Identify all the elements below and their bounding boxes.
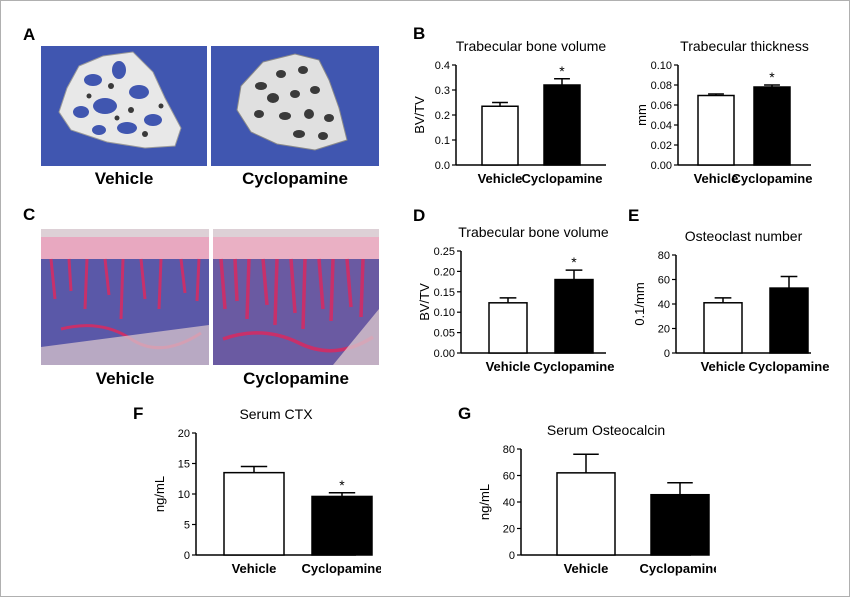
x-tick-label: Vehicle (701, 359, 746, 374)
panel-letter: F (133, 404, 143, 423)
y-axis-label: ng/mL (477, 484, 492, 520)
histology-vehicle-image (41, 229, 209, 365)
y-tick-label: 80 (503, 444, 515, 456)
y-axis-label: BV/TV (417, 283, 432, 321)
x-tick-label: Cyclopamine (749, 359, 830, 374)
chart-title: Trabecular thickness (680, 38, 809, 54)
bar-vehicle (481, 105, 519, 166)
bar-vehicle (697, 94, 735, 166)
y-axis-label: BV/TV (412, 96, 427, 134)
bar-vehicle (556, 472, 616, 556)
y-tick-label: 0.04 (651, 120, 672, 132)
caption-a-cyclopamine: Cyclopamine (242, 169, 348, 188)
y-tick-label: 0.10 (434, 307, 455, 319)
y-tick-label: 15 (178, 459, 190, 471)
y-tick-label: 0 (664, 348, 670, 360)
y-tick-label: 0 (184, 550, 190, 562)
y-tick-label: 0.2 (435, 110, 450, 122)
bar-cyclopamine (650, 493, 710, 556)
y-tick-label: 0.25 (434, 246, 455, 258)
significance-marker: * (571, 254, 577, 270)
y-tick-label: 0.0 (435, 160, 450, 172)
y-tick-label: 80 (658, 250, 670, 262)
bar-vehicle (223, 471, 285, 556)
x-tick-label: Vehicle (232, 561, 277, 576)
trabecular-bone-render (236, 53, 348, 151)
significance-marker: * (559, 63, 565, 79)
y-tick-label: 0.4 (435, 60, 450, 72)
chart-g-serum-osteocalcin: G Serum Osteocalcin ng/mL 0 20 40 60 80 Vehicle C… (458, 404, 716, 576)
growth-plate-band (213, 237, 379, 259)
significance-marker: * (339, 477, 345, 493)
x-tick-label: Cyclopamine (640, 561, 716, 576)
y-tick-label: 40 (658, 299, 670, 311)
y-tick-label: 0.00 (651, 160, 672, 172)
y-tick-label: 0.00 (434, 348, 455, 360)
y-tick-label: 0.05 (434, 328, 455, 340)
x-tick-label: Cyclopamine (534, 359, 615, 374)
panel-letter-a: A (23, 25, 36, 44)
micro-ct-cyclopamine-image (211, 46, 379, 166)
bar-cyclopamine (753, 86, 791, 166)
caption-c-cyclopamine: Cyclopamine (243, 369, 349, 388)
y-axis-label: 0.1/mm (632, 282, 647, 325)
chart-e-osteoclast-number: E Osteoclast number 0.1/mm 0 20 40 60 80 Vehicle… (628, 206, 830, 374)
y-tick-label: 10 (178, 489, 190, 501)
panel-letter-c: C (23, 205, 36, 224)
y-tick-label: 0.1 (435, 135, 450, 147)
panel-letter: B (413, 24, 425, 43)
caption-a-vehicle: Vehicle (94, 169, 154, 188)
chart-title: Trabecular bone volume (456, 38, 607, 54)
bar-vehicle (703, 302, 743, 354)
y-tick-label: 0.08 (651, 80, 672, 92)
chart-title: Serum CTX (239, 406, 313, 422)
x-tick-label: Vehicle (564, 561, 609, 576)
panel-letter: G (458, 404, 471, 423)
y-tick-label: 60 (658, 275, 670, 287)
panel-letter: E (628, 206, 639, 225)
chart-d-trabecular-bone-volume: D Trabecular bone volume BV/TV 0.00 0.05 0.10… (413, 206, 615, 374)
y-tick-label: 0.02 (651, 140, 672, 152)
chart-title: Osteoclast number (685, 228, 803, 244)
x-tick-label: Cyclopamine (522, 171, 603, 186)
significance-marker: * (769, 69, 775, 85)
y-tick-label: 20 (178, 428, 190, 440)
bar-cyclopamine (543, 84, 581, 166)
chart-b-trabecular-thickness: Trabecular thickness mm 0.00 0.02 0.04 0.06 0.… (634, 38, 813, 186)
y-tick-label: 0.06 (651, 100, 672, 112)
panel-letter: D (413, 206, 425, 225)
bar-cyclopamine (554, 278, 594, 354)
x-tick-label: Cyclopamine (732, 171, 813, 186)
y-axis-label: mm (634, 104, 649, 126)
histology-cyclopamine-image (213, 229, 379, 365)
x-tick-label: Vehicle (478, 171, 523, 186)
y-tick-label: 40 (503, 497, 515, 509)
y-tick-label: 5 (184, 520, 190, 532)
y-tick-label: 0 (509, 550, 515, 562)
x-tick-label: Vehicle (694, 171, 739, 186)
bar-vehicle (488, 302, 528, 354)
chart-f-serum-ctx: F Serum CTX ng/mL 0 5 10 15 20 Vehicle * Cyclopami… (133, 404, 381, 576)
y-tick-label: 60 (503, 471, 515, 483)
chart-title: Trabecular bone volume (458, 224, 609, 240)
bar-cyclopamine (769, 287, 809, 354)
growth-plate-band (41, 237, 209, 259)
y-tick-label: 20 (658, 324, 670, 336)
micro-ct-vehicle-image (41, 46, 207, 166)
chart-title: Serum Osteocalcin (547, 422, 665, 438)
x-tick-label: Cyclopamine (302, 561, 381, 576)
y-tick-label: 0.3 (435, 85, 450, 97)
y-axis-label: ng/mL (152, 476, 167, 512)
chart-b-trabecular-bone-volume: B Trabecular bone volume BV/TV 0.0 0.1 0.2 0.3… (412, 24, 607, 186)
caption-c-vehicle: Vehicle (95, 369, 155, 388)
y-tick-label: 0.10 (651, 60, 672, 72)
y-tick-label: 0.15 (434, 287, 455, 299)
y-tick-label: 20 (503, 524, 515, 536)
bar-cyclopamine (311, 495, 373, 556)
y-tick-label: 0.20 (434, 266, 455, 278)
x-tick-label: Vehicle (486, 359, 531, 374)
